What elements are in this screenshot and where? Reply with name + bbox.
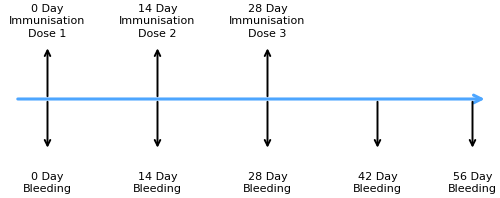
Text: 28 Day
Bleeding: 28 Day Bleeding (243, 172, 292, 194)
Text: 14 Day
Immunisation
Dose 2: 14 Day Immunisation Dose 2 (120, 4, 196, 39)
Text: 0 Day
Immunisation
Dose 1: 0 Day Immunisation Dose 1 (10, 4, 86, 39)
Text: 28 Day
Immunisation
Dose 3: 28 Day Immunisation Dose 3 (230, 4, 306, 39)
Text: 14 Day
Bleeding: 14 Day Bleeding (133, 172, 182, 194)
Text: 56 Day
Bleeding: 56 Day Bleeding (448, 172, 497, 194)
Text: 0 Day
Bleeding: 0 Day Bleeding (23, 172, 72, 194)
Text: 42 Day
Bleeding: 42 Day Bleeding (353, 172, 402, 194)
